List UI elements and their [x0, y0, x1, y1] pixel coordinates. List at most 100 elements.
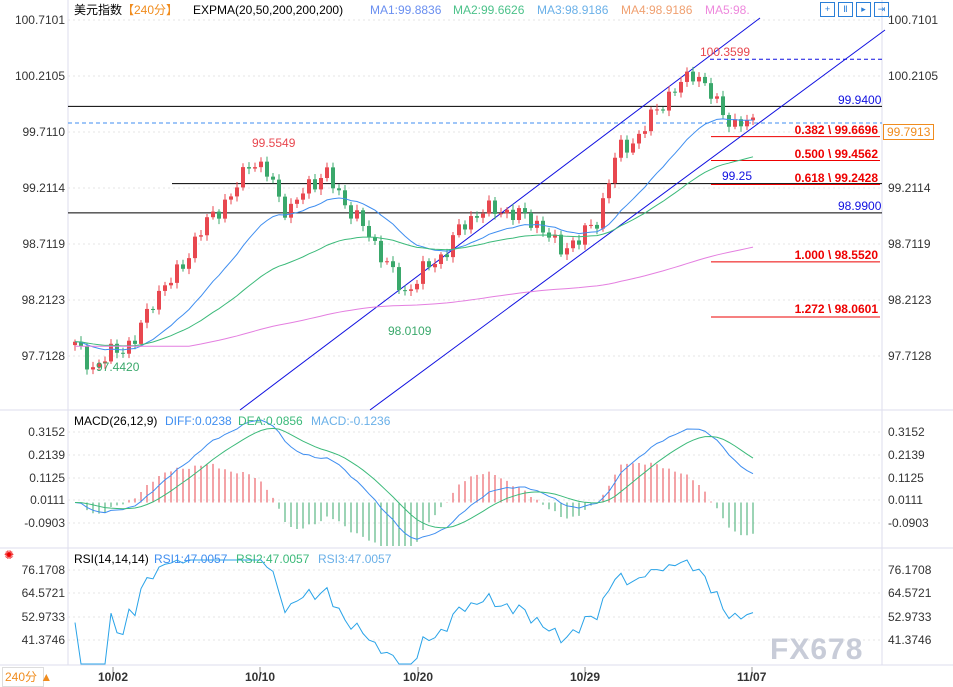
rsi-axis-left: 52.9733 [21, 610, 65, 624]
candle-body [157, 290, 161, 310]
support-label-2: 98.9900 [838, 199, 882, 213]
candle-body [469, 216, 473, 230]
ema50-line [74, 156, 754, 347]
fx678-watermark: FX678 [770, 633, 864, 666]
rsi-line [74, 559, 754, 665]
rsi2-value: RSI2:47.0057 [236, 552, 310, 566]
candle-body [91, 367, 95, 370]
candle-body [115, 343, 119, 353]
candle-body [589, 224, 593, 226]
candle-body [247, 167, 251, 169]
ma4-value: MA4:98.9186 [621, 3, 693, 17]
candle-body [289, 203, 293, 218]
move-right-icon[interactable]: ▸ [856, 2, 871, 17]
candle-body [139, 322, 143, 344]
low-label-2: 98.0109 [388, 324, 432, 338]
candle-body [625, 139, 629, 153]
resistance-label: 99.9400 [838, 93, 882, 107]
macd-axis-left: 0.2139 [28, 448, 65, 462]
candle-body [457, 224, 461, 236]
macd-axis-left: -0.0903 [24, 516, 65, 530]
price-axis-right-label: 98.2123 [888, 292, 932, 307]
candle-body [541, 220, 545, 233]
candle-body [421, 261, 425, 284]
candle-body [493, 200, 497, 214]
price-axis-left-label: 99.2114 [22, 180, 66, 195]
ema200-line [75, 246, 754, 347]
candle-body [697, 76, 701, 82]
ema20-line [74, 118, 754, 351]
candle-body [391, 261, 395, 268]
candle-body [361, 210, 365, 226]
fib-1272: 1.272 \ 98.0601 [794, 302, 878, 316]
candle-body [745, 120, 749, 127]
candle-body [481, 213, 485, 218]
candle-body [583, 225, 587, 245]
exit-icon[interactable]: ⇥ [874, 2, 889, 17]
candle-body [409, 289, 413, 291]
candle-body [229, 196, 233, 200]
candle-body [277, 179, 281, 197]
channel-lower-line [369, 29, 886, 411]
macd-axis-right: 0.1125 [888, 471, 924, 485]
candle-body [175, 264, 179, 283]
zoom-range-icon[interactable]: Ⅱ [838, 2, 853, 17]
price-axis-right-label: 99.2114 [888, 180, 931, 195]
candle-body [571, 240, 575, 249]
candle-body [103, 361, 107, 364]
candle-body [619, 139, 623, 158]
candle-body [691, 71, 695, 82]
candle-body [163, 285, 167, 291]
candle-body [331, 167, 335, 189]
candle-body [445, 254, 449, 258]
rsi-title: RSI(14,14,14) [74, 552, 149, 566]
candle-body [319, 178, 323, 190]
support-label-1: 99.25 [722, 169, 753, 183]
candle-body [109, 343, 113, 362]
ma5-value: MA5:98. [705, 3, 750, 17]
rsi-axis-right: 41.3746 [888, 633, 932, 647]
rsi-axis-right: 76.1708 [888, 563, 932, 577]
date-tick: 10/02 [98, 670, 129, 684]
price-axis-right-label: 100.7101 [888, 13, 939, 27]
candle-body [259, 161, 263, 168]
rsi-axis-left: 64.5721 [21, 586, 65, 600]
candle-body [667, 91, 671, 111]
candle-body [169, 282, 173, 286]
candle-body [511, 209, 515, 221]
candle-body [325, 167, 329, 179]
candle-body [373, 237, 377, 241]
candle-body [193, 236, 197, 259]
candle-body [415, 283, 419, 290]
candle-body [151, 308, 155, 310]
fib-1000: 1.000 \ 98.5520 [794, 248, 878, 262]
crosshair-icon[interactable]: + [820, 2, 835, 17]
candle-body [223, 199, 227, 219]
candle-body [487, 200, 491, 214]
candle-body [721, 96, 725, 116]
low-label-1: 97.4420 [96, 360, 140, 374]
rsi-axis-right: 52.9733 [888, 610, 932, 624]
candle-body [733, 119, 737, 127]
candle-body [295, 199, 299, 204]
candle-body [649, 109, 653, 132]
period-select-button[interactable]: 240分 ▲ [2, 667, 52, 687]
price-axis-left-label: 100.7101 [14, 13, 65, 27]
settings-sun-icon[interactable]: ✺ [4, 548, 15, 562]
high-label-1: 99.5549 [252, 136, 296, 150]
high-label-2: 100.3599 [700, 45, 751, 59]
candle-body [655, 109, 659, 111]
candle-body [433, 264, 437, 268]
period-label[interactable]: 【240分】 [122, 3, 179, 17]
ma3-value: MA3:98.9186 [537, 3, 609, 17]
candle-body [301, 193, 305, 200]
macd-axis-left: 0.3152 [28, 425, 65, 439]
candle-body [595, 224, 599, 229]
macd-dea-line [74, 427, 754, 529]
indicator-label[interactable]: EXPMA(20,50,200,200,200) [193, 3, 344, 17]
candle-body [217, 211, 221, 219]
candle-body [439, 254, 443, 265]
candle-body [703, 76, 707, 84]
candle-body [97, 363, 101, 368]
